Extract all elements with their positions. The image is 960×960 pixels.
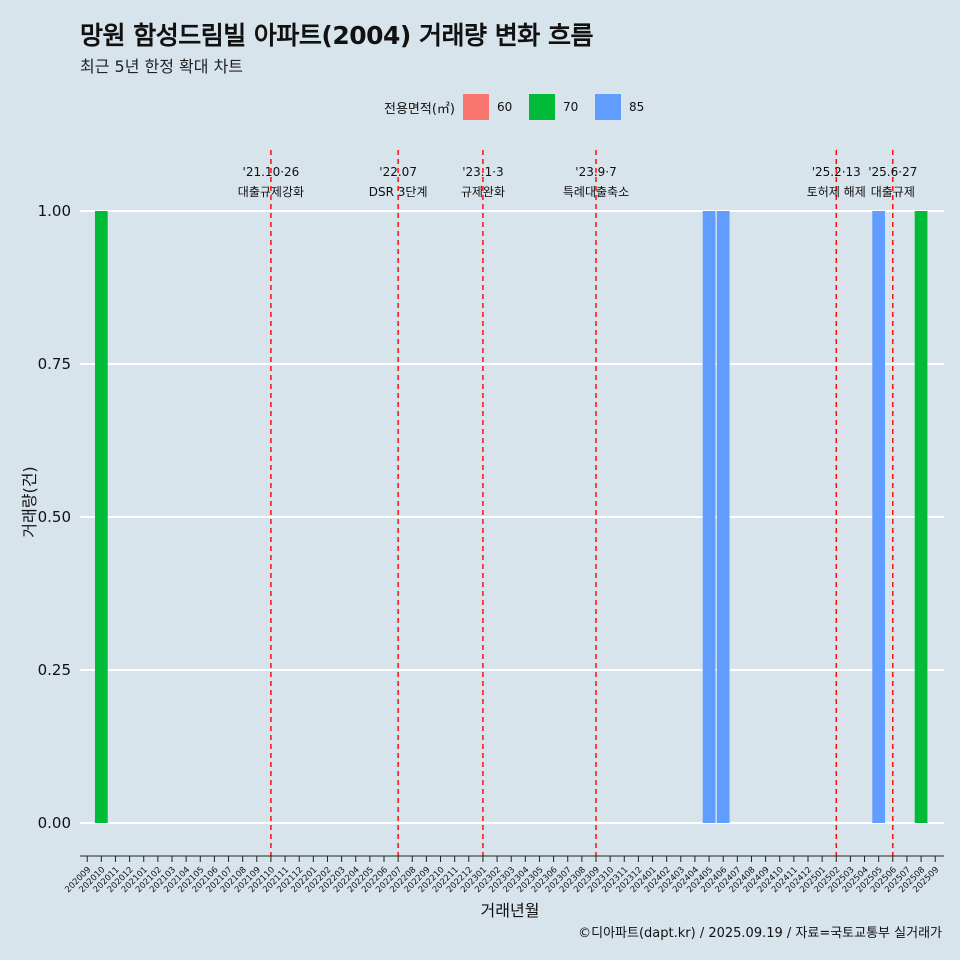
y-tick-label-2: 0.50	[38, 508, 71, 526]
legend-item-85: 85	[594, 94, 653, 120]
event-date-202502: '25.2·13	[812, 165, 861, 179]
page-title: 망원 함성드림빌 아파트(2004) 거래량 변화 흐름	[80, 21, 593, 50]
bar-202508-70	[914, 211, 928, 823]
event-label-202309: 특례대출축소	[563, 185, 629, 199]
legend-label-85: 85	[628, 100, 645, 114]
event-date-202110: '21.10·26	[243, 165, 300, 179]
legend-swatch-70	[528, 94, 555, 120]
y-tick-label-1: 0.25	[38, 661, 71, 679]
event-label-202301: 규제완화	[461, 185, 505, 199]
event-date-202309: '23.9·7	[575, 165, 616, 179]
legend-swatch-85	[594, 94, 621, 120]
x-axis-label: 거래년월	[480, 901, 540, 920]
bar-202505-85	[872, 211, 886, 823]
legend-label-70: 70	[562, 100, 579, 114]
event-date-202207: '22.07	[379, 165, 417, 179]
legend-label-60: 60	[496, 100, 513, 114]
legend: 전용면적(㎡) 60 70 85	[384, 93, 661, 121]
y-axis-label: 거래량(건)	[20, 466, 39, 538]
event-label-202207: DSR 3단계	[369, 185, 428, 199]
legend-swatch-60	[462, 94, 489, 120]
bar-202010-70	[94, 211, 108, 823]
bar-202406-85	[716, 211, 730, 823]
event-label-202110: 대출규제강화	[238, 185, 304, 199]
source-caption: ©디아파트(dapt.kr) / 2025.09.19 / 자료=국토교통부 실…	[578, 926, 942, 941]
legend-item-70: 70	[528, 94, 587, 120]
legend-title: 전용면적(㎡)	[384, 101, 455, 117]
event-label-202506: 대출규제	[871, 185, 915, 199]
page-subtitle: 최근 5년 한정 확대 차트	[80, 57, 244, 76]
event-label-202502: 토허제 해제	[807, 185, 866, 199]
y-tick-label-0: 0.00	[38, 814, 71, 832]
bar-202405-85	[702, 211, 716, 823]
event-date-202301: '23.1·3	[462, 165, 503, 179]
event-date-202506: '25.6·27	[868, 165, 917, 179]
legend-item-60: 60	[462, 94, 521, 120]
y-tick-label-4: 1.00	[38, 202, 71, 220]
y-tick-label-3: 0.75	[38, 355, 71, 373]
